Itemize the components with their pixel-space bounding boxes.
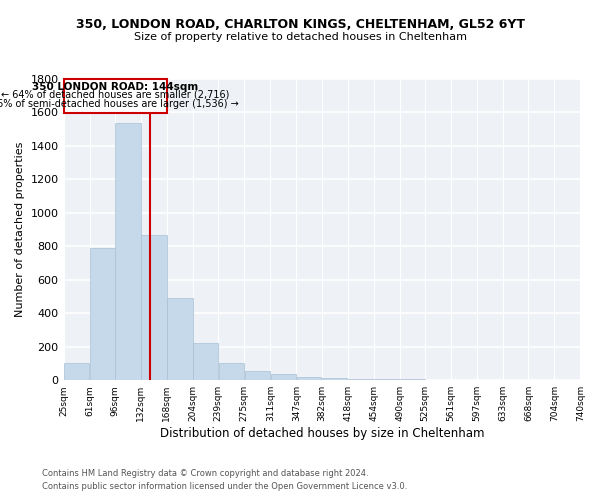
Bar xyxy=(64,79,167,114)
Bar xyxy=(322,378,347,380)
Y-axis label: Number of detached properties: Number of detached properties xyxy=(15,142,25,318)
Bar xyxy=(245,371,270,380)
Bar xyxy=(167,298,193,380)
Bar xyxy=(296,377,322,380)
Text: 350, LONDON ROAD, CHARLTON KINGS, CHELTENHAM, GL52 6YT: 350, LONDON ROAD, CHARLTON KINGS, CHELTE… xyxy=(76,18,524,30)
Text: Contains public sector information licensed under the Open Government Licence v3: Contains public sector information licen… xyxy=(42,482,407,491)
X-axis label: Distribution of detached houses by size in Cheltenham: Distribution of detached houses by size … xyxy=(160,427,484,440)
Bar xyxy=(271,374,296,380)
Bar xyxy=(348,378,373,380)
Bar xyxy=(193,344,218,380)
Bar xyxy=(115,122,140,380)
Text: ← 64% of detached houses are smaller (2,716): ← 64% of detached houses are smaller (2,… xyxy=(1,90,229,100)
Text: 36% of semi-detached houses are larger (1,536) →: 36% of semi-detached houses are larger (… xyxy=(0,99,239,109)
Bar xyxy=(90,248,115,380)
Bar xyxy=(141,234,167,380)
Text: Size of property relative to detached houses in Cheltenham: Size of property relative to detached ho… xyxy=(133,32,467,42)
Text: Contains HM Land Registry data © Crown copyright and database right 2024.: Contains HM Land Registry data © Crown c… xyxy=(42,468,368,477)
Text: 350 LONDON ROAD: 144sqm: 350 LONDON ROAD: 144sqm xyxy=(32,82,199,92)
Bar xyxy=(64,364,89,380)
Bar xyxy=(374,379,400,380)
Bar xyxy=(218,364,244,380)
